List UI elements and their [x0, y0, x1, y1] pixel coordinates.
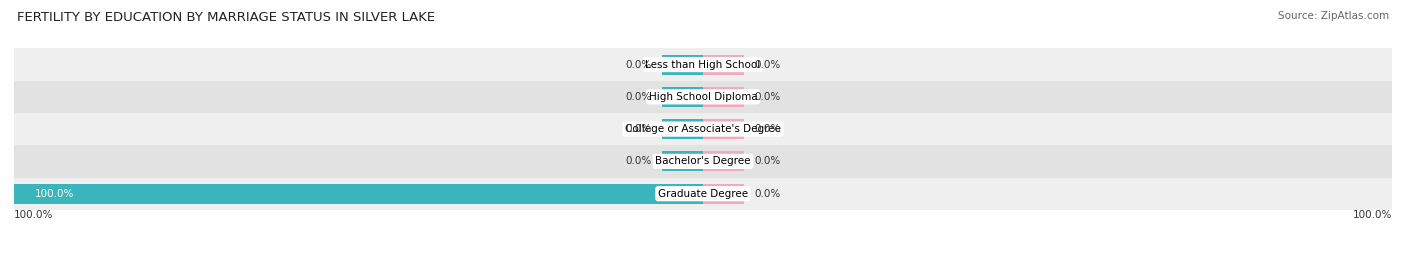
Text: 0.0%: 0.0% — [755, 59, 780, 70]
Text: 0.0%: 0.0% — [755, 92, 780, 102]
Bar — [14, 81, 1392, 113]
Bar — [662, 87, 703, 107]
Bar — [662, 119, 703, 139]
Text: FERTILITY BY EDUCATION BY MARRIAGE STATUS IN SILVER LAKE: FERTILITY BY EDUCATION BY MARRIAGE STATU… — [17, 11, 434, 24]
Text: 0.0%: 0.0% — [755, 189, 780, 199]
Text: College or Associate's Degree: College or Associate's Degree — [626, 124, 780, 134]
Bar — [662, 55, 703, 75]
Bar — [703, 184, 744, 204]
Text: Less than High School: Less than High School — [645, 59, 761, 70]
Text: 100.0%: 100.0% — [1353, 210, 1392, 220]
Bar — [14, 184, 703, 204]
Text: Source: ZipAtlas.com: Source: ZipAtlas.com — [1278, 11, 1389, 21]
Text: 100.0%: 100.0% — [35, 189, 75, 199]
Text: Bachelor's Degree: Bachelor's Degree — [655, 156, 751, 167]
Text: 0.0%: 0.0% — [755, 156, 780, 167]
Text: 0.0%: 0.0% — [626, 92, 651, 102]
Text: 0.0%: 0.0% — [755, 124, 780, 134]
Bar — [14, 178, 1392, 210]
Text: 0.0%: 0.0% — [626, 156, 651, 167]
Text: 0.0%: 0.0% — [626, 59, 651, 70]
Bar — [703, 55, 744, 75]
Bar — [14, 113, 1392, 145]
Text: 0.0%: 0.0% — [626, 124, 651, 134]
Bar — [14, 145, 1392, 178]
Text: Graduate Degree: Graduate Degree — [658, 189, 748, 199]
Text: High School Diploma: High School Diploma — [648, 92, 758, 102]
Bar — [703, 151, 744, 171]
Text: 100.0%: 100.0% — [14, 210, 53, 220]
Bar — [703, 87, 744, 107]
Bar — [14, 48, 1392, 81]
Bar — [662, 151, 703, 171]
Bar — [703, 119, 744, 139]
